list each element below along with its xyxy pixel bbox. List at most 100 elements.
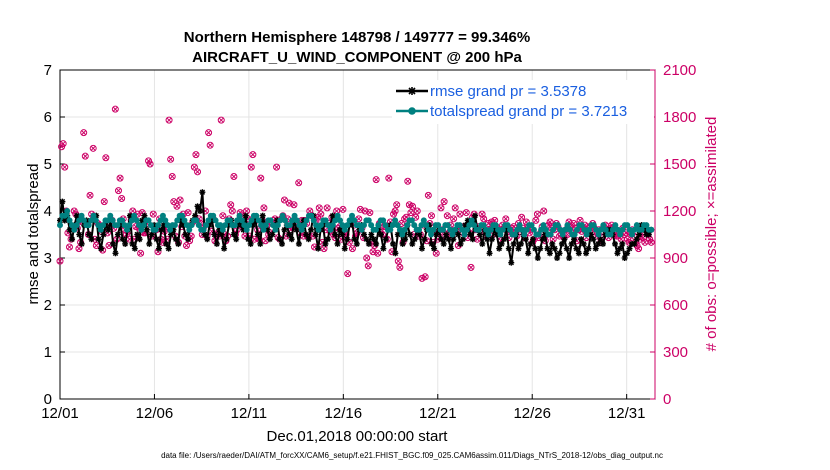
totalspread-point — [260, 226, 267, 233]
rmse-point — [525, 250, 532, 257]
obs-assimilated-x — [250, 151, 256, 158]
obs-possible-circle — [364, 262, 372, 270]
totalspread-point — [557, 226, 564, 233]
obs-possible-circle — [391, 207, 399, 215]
obs-count-marker — [116, 174, 124, 182]
obs-count-marker — [364, 262, 372, 270]
obs-possible-circle — [348, 245, 356, 253]
obs-assimilated-x — [228, 202, 234, 208]
obs-assimilated-x — [174, 203, 180, 209]
obs-assimilated-x — [646, 236, 653, 242]
rmse-point — [505, 245, 512, 252]
obs-assimilated-x — [425, 192, 431, 198]
totalspread-point — [107, 212, 114, 219]
totalspread-point — [466, 222, 473, 229]
obs-assimilated-x — [318, 211, 324, 217]
rmse-point — [406, 231, 413, 238]
obs-count-marker — [502, 215, 510, 223]
totalspread-point — [423, 222, 430, 229]
totalspread-point — [231, 222, 238, 229]
rmse-point — [457, 240, 464, 247]
y2-tick-label: 600 — [663, 297, 688, 314]
rmse-point — [382, 236, 389, 243]
obs-count-marker — [92, 241, 100, 249]
obs-possible-circle — [533, 210, 541, 218]
obs-count-marker — [273, 163, 281, 171]
obs-count-marker — [295, 179, 303, 187]
obs-count-marker — [432, 249, 440, 257]
totalspread-point — [243, 226, 250, 233]
rmse-point — [303, 231, 310, 238]
obs-assimilated-x — [533, 217, 539, 224]
obs-possible-circle — [518, 213, 526, 221]
obs-assimilated-x — [479, 211, 485, 217]
totalspread-point — [210, 212, 217, 219]
obs-possible-circle — [65, 243, 73, 251]
obs-possible-circle — [116, 174, 124, 182]
obs-assimilated-x — [367, 209, 373, 216]
obs-assimilated-x — [373, 177, 379, 183]
totalspread-point — [648, 226, 655, 233]
legend-rmse-label: rmse grand pr = 3.5378 — [430, 83, 586, 100]
totalspread-point — [396, 226, 403, 233]
obs-count-marker — [260, 204, 268, 212]
rmse-point — [438, 236, 445, 243]
rmse-point — [242, 212, 249, 219]
rmse-point — [85, 231, 92, 238]
obs-possible-circle — [230, 173, 238, 181]
rmse-point — [612, 240, 619, 247]
obs-assimilated-x — [340, 206, 346, 213]
obs-possible-circle — [205, 129, 213, 137]
obs-assimilated-x — [474, 236, 480, 242]
obs-possible-circle — [295, 179, 303, 187]
rmse-point — [566, 255, 573, 261]
y-tick-label: 5 — [44, 156, 52, 173]
obs-assimilated-x — [419, 275, 425, 282]
obs-possible-circle — [167, 155, 175, 163]
obs-count-marker — [280, 196, 288, 204]
obs-count-marker — [257, 174, 265, 182]
totalspread-point — [293, 217, 300, 224]
obs-possible-circle — [323, 204, 331, 212]
obs-assimilated-x — [139, 209, 145, 216]
legend-spread-marker — [408, 107, 416, 115]
totalspread-point — [145, 217, 152, 224]
rmse-point — [361, 231, 368, 238]
totalspread-point — [562, 226, 569, 233]
obs-possible-circle — [635, 245, 643, 253]
rmse-point — [122, 240, 129, 247]
totalspread-point — [100, 222, 107, 229]
rmse-point — [95, 236, 102, 243]
obs-assimilated-x — [58, 144, 65, 150]
totalspread-point — [418, 222, 425, 229]
obs-possible-circle — [75, 245, 83, 253]
totalspread-point — [392, 217, 399, 224]
rmse-point — [196, 208, 203, 214]
rmse-point — [351, 236, 358, 243]
totalspread-point — [162, 217, 169, 224]
rmse-point — [286, 231, 293, 238]
y-tick-label: 4 — [44, 203, 52, 220]
obs-possible-circle — [182, 241, 190, 249]
totalspread-point — [602, 226, 609, 233]
obs-count-marker — [421, 273, 429, 281]
obs-count-marker — [59, 140, 67, 148]
totalspread-point — [401, 226, 408, 233]
obs-count-marker — [75, 245, 83, 253]
obs-assimilated-x — [485, 220, 492, 227]
rmse-point — [341, 245, 348, 252]
obs-possible-circle — [170, 198, 178, 206]
obs-count-marker — [393, 201, 401, 209]
totalspread-point — [246, 222, 253, 229]
totalspread-point — [88, 217, 95, 224]
rmse-point — [411, 236, 418, 243]
obs-count-marker — [315, 204, 323, 212]
rmse-point — [527, 240, 534, 247]
totalspread-point — [147, 222, 154, 229]
obs-possible-circle — [413, 207, 421, 215]
totalspread-point — [624, 222, 631, 229]
totalspread-point — [135, 222, 142, 229]
obs-assimilated-x — [362, 208, 368, 214]
rmse-point — [621, 255, 628, 261]
totalspread-point — [559, 231, 566, 238]
